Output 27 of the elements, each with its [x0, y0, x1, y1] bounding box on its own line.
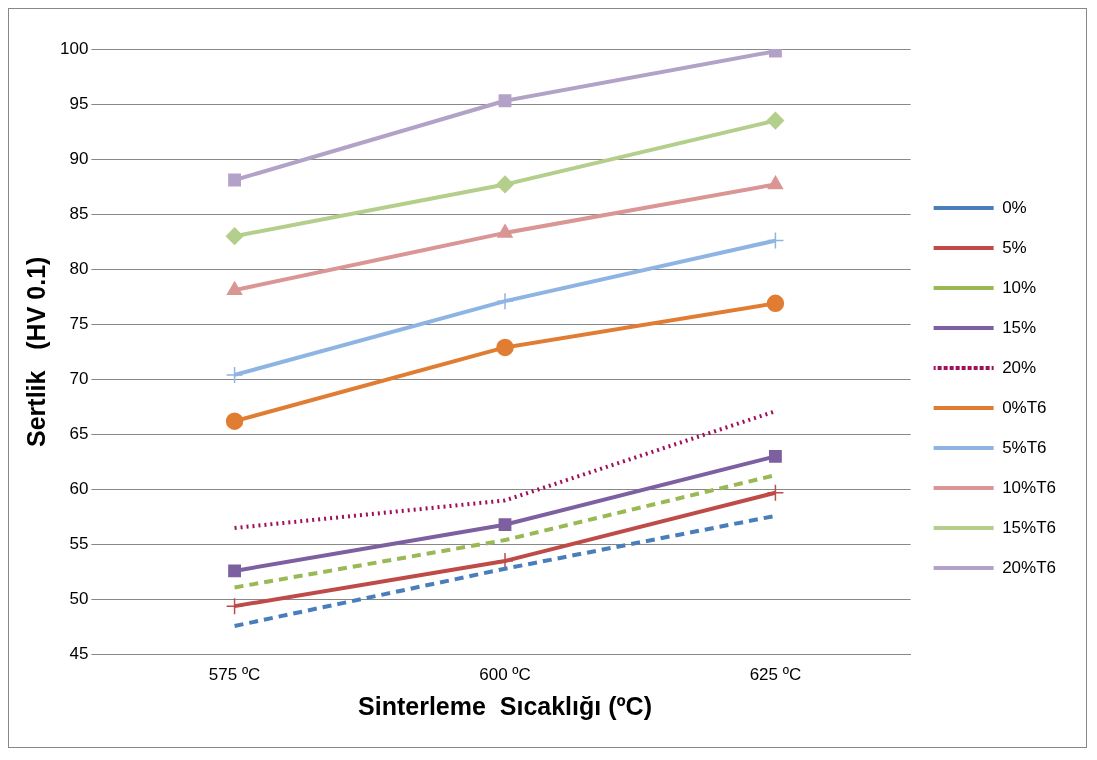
y-tick-label: 100	[59, 38, 89, 58]
legend-label: 5%	[1002, 237, 1027, 257]
y-tick-label: 85	[69, 203, 89, 223]
legend-label: 5%T6	[1002, 437, 1047, 457]
y-tick-label: 55	[69, 534, 89, 554]
legend-label: 0%T6	[1002, 397, 1047, 417]
legend-label: 10%T6	[1002, 477, 1057, 497]
y-axis-title: Sertlik (HV 0.1)	[21, 256, 50, 447]
y-tick-label: 70	[69, 369, 89, 389]
legend-label: 20%	[1002, 357, 1037, 377]
y-tick-label: 80	[69, 258, 89, 278]
x-tick-label: 625 ºC	[749, 665, 802, 685]
legend-label: 10%	[1002, 277, 1037, 297]
y-tick-label: 65	[69, 424, 89, 444]
legend-label: 15%	[1002, 317, 1037, 337]
y-tick-label: 45	[69, 644, 89, 664]
legend-label: 15%T6	[1002, 517, 1057, 537]
y-tick-label: 90	[69, 148, 89, 168]
x-axis-title: Sinterleme Sıcaklığı (ºC)	[358, 691, 652, 720]
x-tick-label: 600 ºC	[479, 665, 531, 685]
legend-label: 0%	[1002, 197, 1027, 217]
y-tick-label: 75	[69, 313, 89, 333]
y-tick-label: 95	[69, 93, 89, 113]
y-tick-label: 60	[69, 479, 89, 499]
legend-label: 20%T6	[1002, 557, 1057, 577]
y-tick-label: 50	[69, 589, 89, 609]
x-tick-label: 575 ºC	[208, 665, 261, 685]
